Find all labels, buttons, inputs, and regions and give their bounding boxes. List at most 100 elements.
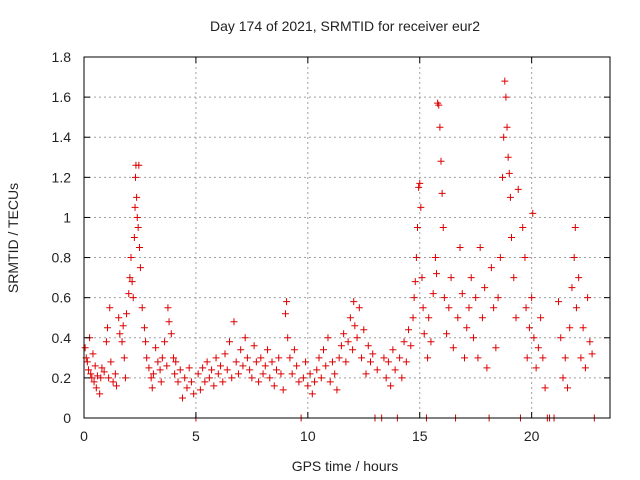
data-point xyxy=(120,354,128,362)
data-point xyxy=(537,314,545,322)
data-point xyxy=(157,378,165,386)
data-point xyxy=(510,274,518,282)
data-point xyxy=(474,354,482,362)
data-point xyxy=(398,374,406,382)
data-point xyxy=(299,374,307,382)
data-point xyxy=(555,298,563,306)
data-point xyxy=(135,161,143,169)
data-point xyxy=(133,193,141,201)
data-point xyxy=(205,374,213,382)
data-point xyxy=(295,378,303,386)
y-tick-label: 0 xyxy=(63,410,71,426)
data-point xyxy=(315,354,323,362)
data-point xyxy=(100,368,108,376)
data-point xyxy=(496,254,504,262)
data-point xyxy=(443,330,451,338)
data-point xyxy=(149,370,157,378)
data-point xyxy=(237,346,245,354)
chart-title: Day 174 of 2021, SRMTID for receiver eur… xyxy=(210,18,480,34)
data-point xyxy=(445,304,453,312)
data-point xyxy=(115,314,123,322)
plot-frame xyxy=(83,56,611,419)
data-point xyxy=(454,314,462,322)
data-point xyxy=(456,244,464,252)
data-points xyxy=(81,77,598,422)
data-point xyxy=(414,223,422,231)
data-point xyxy=(522,304,530,312)
data-point xyxy=(210,382,218,390)
data-point xyxy=(196,386,204,394)
data-point xyxy=(331,370,339,378)
data-point xyxy=(410,294,418,302)
data-point xyxy=(178,394,186,402)
data-point xyxy=(402,358,410,366)
data-point xyxy=(342,358,350,366)
x-tick-label: 20 xyxy=(524,428,540,444)
data-point xyxy=(492,344,500,352)
data-point xyxy=(384,358,392,366)
data-point xyxy=(396,354,404,362)
data-point xyxy=(519,223,527,231)
data-point xyxy=(389,346,397,354)
data-point xyxy=(344,338,352,346)
data-point xyxy=(136,264,144,272)
data-point xyxy=(185,364,193,372)
data-point xyxy=(281,310,289,318)
data-point xyxy=(514,185,522,193)
data-point xyxy=(225,338,233,346)
data-point xyxy=(96,390,104,398)
data-point xyxy=(503,123,511,131)
data-point xyxy=(290,346,298,354)
data-point xyxy=(440,294,448,302)
data-point xyxy=(326,378,334,386)
data-point xyxy=(539,354,547,362)
data-point xyxy=(407,342,415,350)
data-point xyxy=(436,123,444,131)
data-point xyxy=(154,358,162,366)
data-point xyxy=(319,346,327,354)
data-point xyxy=(306,370,314,378)
grid xyxy=(84,57,610,418)
data-point xyxy=(167,330,175,338)
data-point xyxy=(572,304,580,312)
data-point xyxy=(435,101,443,109)
data-point xyxy=(272,366,280,374)
data-point xyxy=(431,254,439,262)
data-point xyxy=(246,366,254,374)
data-point xyxy=(119,322,127,330)
y-tick-label: 1.6 xyxy=(52,89,72,105)
data-point xyxy=(529,209,537,217)
data-point xyxy=(424,354,432,362)
data-point xyxy=(201,378,209,386)
data-point xyxy=(288,370,296,378)
data-point xyxy=(261,362,269,370)
x-axis-label: GPS time / hours xyxy=(292,458,399,474)
data-point xyxy=(107,358,115,366)
data-point xyxy=(405,326,413,334)
data-point xyxy=(279,386,287,394)
data-point xyxy=(164,304,172,312)
data-point xyxy=(104,324,112,332)
data-point xyxy=(140,324,148,332)
data-point xyxy=(311,378,319,386)
data-point xyxy=(284,334,292,342)
data-point xyxy=(128,278,136,286)
data-point xyxy=(541,384,549,392)
data-point xyxy=(317,374,325,382)
y-tick-label: 0.4 xyxy=(52,330,72,346)
data-point xyxy=(391,366,399,374)
data-point xyxy=(230,318,238,326)
data-point xyxy=(369,350,377,358)
data-point xyxy=(360,326,368,334)
data-point xyxy=(81,344,89,352)
data-point xyxy=(176,366,184,374)
data-point xyxy=(559,374,567,382)
data-point xyxy=(190,390,198,398)
data-point xyxy=(380,354,388,362)
data-point xyxy=(111,370,119,378)
data-point xyxy=(286,354,294,362)
data-point xyxy=(121,374,129,382)
data-point xyxy=(142,338,150,346)
data-point xyxy=(199,364,207,372)
data-point xyxy=(483,364,491,372)
